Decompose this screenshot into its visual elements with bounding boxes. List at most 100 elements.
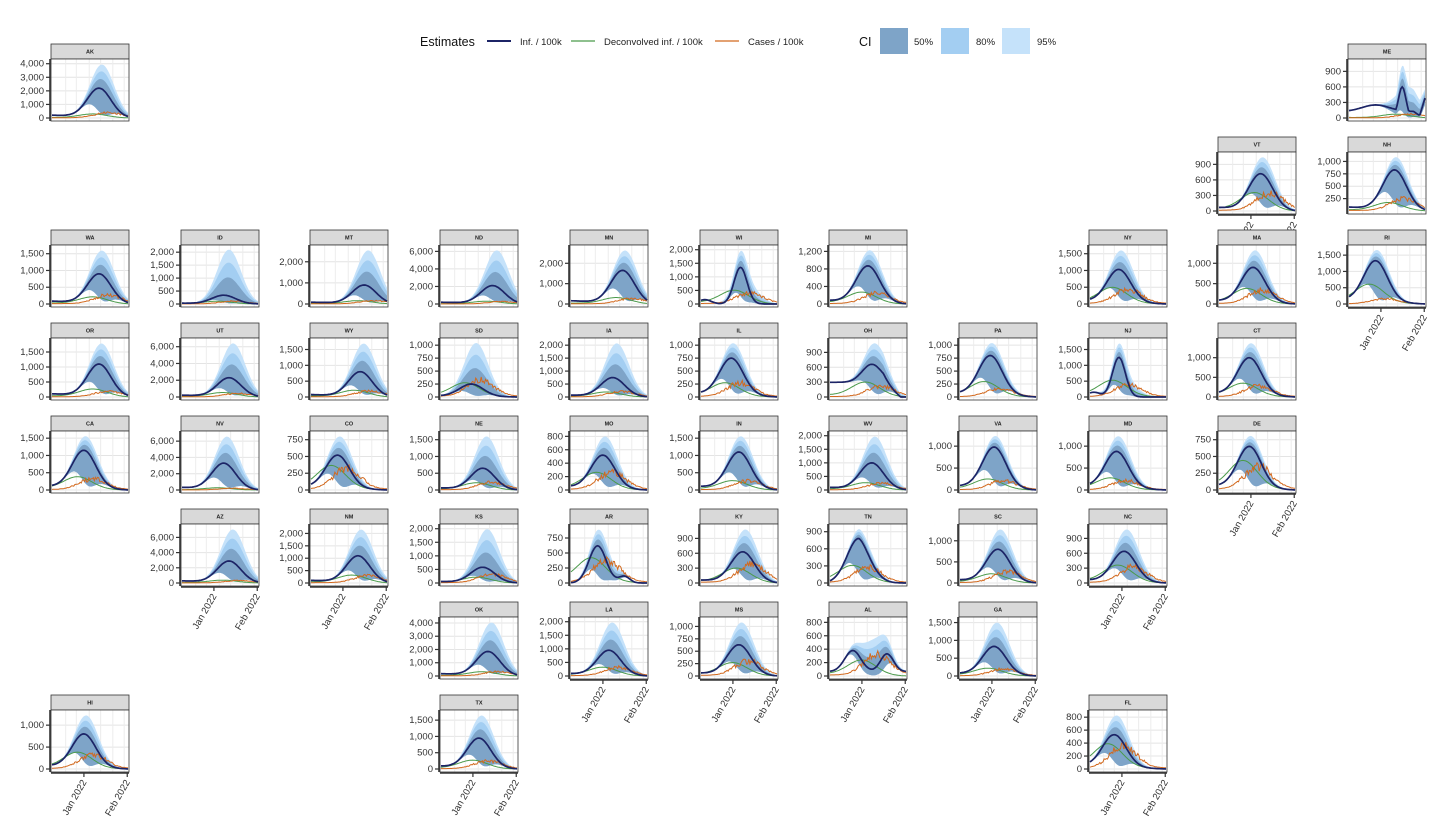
- y-tick-label: 800: [547, 431, 563, 442]
- y-tick-label: 0: [39, 485, 44, 496]
- state-panel-az: AZ 0 2,000 4,000 6,000 Jan 2022 Feb 2022: [150, 508, 263, 632]
- deconvolved-line: [182, 579, 259, 584]
- y-tick-label: 500: [1195, 372, 1211, 383]
- y-tick-label: 1,000: [928, 441, 952, 452]
- state-panels: AK 0 1,000 2,000 3,000 4,000 ME 0 300 600 900 VT 0 30…: [20, 43, 1430, 818]
- cases-line: [441, 759, 517, 770]
- y-axis: 0 500 1,000 1,500 2,000: [539, 338, 570, 403]
- strip-label: FL: [1125, 701, 1132, 707]
- deconvolved-line: [959, 381, 1037, 398]
- y-tick-label: 0: [169, 485, 174, 496]
- y-tick-label: 0: [39, 113, 44, 124]
- y-axis: 0 1,000 2,000: [279, 245, 310, 310]
- state-panel-ct: CT 0 500 1,000: [1187, 322, 1297, 403]
- panel-border: [309, 244, 389, 308]
- strip-label: WA: [86, 236, 95, 242]
- y-tick-label: 6,000: [409, 246, 433, 257]
- legend-ci-95-label: 95%: [1037, 37, 1057, 48]
- cases-line: [1089, 381, 1167, 397]
- y-tick-label: 500: [28, 742, 44, 753]
- cases-line: [441, 300, 518, 305]
- x-tick-label: Feb 2022: [881, 685, 911, 725]
- inf-median-line: [1218, 445, 1296, 491]
- x-tick-label: Feb 2022: [622, 685, 652, 725]
- deconvolved-line: [700, 567, 778, 584]
- cases-line: [1089, 563, 1167, 583]
- inf-median-line: [1218, 356, 1296, 398]
- y-tick-label: 500: [677, 468, 693, 479]
- strip-label: PA: [994, 329, 1001, 335]
- y-tick-label: 1,000: [928, 340, 952, 351]
- y-tick-label: 1,500: [928, 618, 952, 629]
- y-tick-label: 1,500: [1058, 249, 1082, 260]
- inf-median-line: [1219, 172, 1296, 212]
- y-tick-label: 250: [547, 563, 563, 574]
- y-tick-label: 0: [169, 299, 174, 310]
- cases-line: [829, 649, 907, 676]
- y-tick-label: 500: [417, 564, 433, 575]
- strip-label: GA: [994, 608, 1002, 614]
- y-tick-label: 1,000: [928, 635, 952, 646]
- y-axis: 0 500 1,000 1,500: [1317, 245, 1348, 310]
- y-axis: 0 500 1,000: [20, 710, 51, 775]
- state-panel-mo: MO 0 200 400 600 800: [547, 415, 649, 496]
- panel-border: [1217, 430, 1297, 494]
- cases-line: [700, 378, 777, 397]
- y-tick-label: 300: [677, 563, 693, 574]
- y-tick-label: 750: [1325, 169, 1341, 180]
- y-tick-label: 250: [677, 659, 693, 670]
- y-tick-label: 2,000: [150, 469, 174, 480]
- panel-border: [1217, 151, 1297, 215]
- cases-line: [1089, 740, 1166, 769]
- inf-median-line: [701, 451, 778, 491]
- y-tick-label: 0: [1206, 299, 1211, 310]
- y-tick-label: 1,000: [409, 731, 433, 742]
- y-tick-label: 750: [1195, 435, 1211, 446]
- y-tick-label: 1,000: [1187, 258, 1211, 269]
- strip-label: NJ: [1124, 329, 1131, 335]
- strip-label: AR: [605, 515, 613, 521]
- y-tick-label: 1,500: [150, 260, 174, 271]
- y-tick-label: 2,000: [279, 257, 303, 268]
- panel-border: [180, 244, 260, 308]
- state-panel-ok: OK 0 1,000 2,000 3,000 4,000: [409, 601, 519, 682]
- y-tick-label: 500: [158, 286, 174, 297]
- y-tick-label: 0: [1077, 578, 1082, 589]
- cases-line: [441, 670, 518, 677]
- y-tick-label: 0: [558, 578, 563, 589]
- strip-label: OK: [475, 608, 483, 614]
- y-tick-label: 0: [558, 392, 563, 403]
- inf-median-line: [1218, 266, 1296, 305]
- strip-label: SC: [994, 515, 1002, 521]
- y-axis: 0 500 1,000 1,500: [409, 710, 440, 775]
- y-tick-label: 250: [1325, 194, 1341, 205]
- y-tick-label: 0: [1336, 113, 1341, 124]
- cases-line: [1349, 112, 1426, 119]
- ci-50-band: [311, 545, 387, 582]
- inf-median-line: [311, 554, 388, 583]
- y-tick-label: 0: [428, 671, 433, 682]
- x-tick-label: Jan 2022: [449, 778, 478, 817]
- y-axis: 0 500 1,000 1,500 2,000: [669, 245, 700, 310]
- strip-label: AZ: [216, 515, 224, 521]
- strip-label: AK: [86, 50, 94, 56]
- y-tick-label: 2,000: [150, 247, 174, 258]
- y-tick-label: 1,000: [409, 551, 433, 562]
- y-tick-label: 6,000: [150, 532, 174, 543]
- y-tick-label: 1,500: [409, 537, 433, 548]
- y-tick-label: 300: [1066, 563, 1082, 574]
- inf-median-line: [571, 649, 648, 677]
- y-axis: 0 500 1,000 1,500: [20, 338, 51, 403]
- y-tick-label: 0: [298, 485, 303, 496]
- x-tick-label: Jan 2022: [190, 592, 219, 631]
- y-axis: 0 300 600 900: [1066, 524, 1089, 589]
- strip-label: NE: [475, 422, 483, 428]
- panel-border: [1347, 244, 1427, 308]
- y-tick-label: 600: [1066, 725, 1082, 736]
- inf-median-line: [829, 649, 907, 673]
- strip-label: NY: [1124, 236, 1132, 242]
- panel-border: [1088, 523, 1168, 587]
- strip-label: TX: [475, 701, 482, 707]
- state-panel-ky: KY 0 300 600 900: [677, 508, 779, 589]
